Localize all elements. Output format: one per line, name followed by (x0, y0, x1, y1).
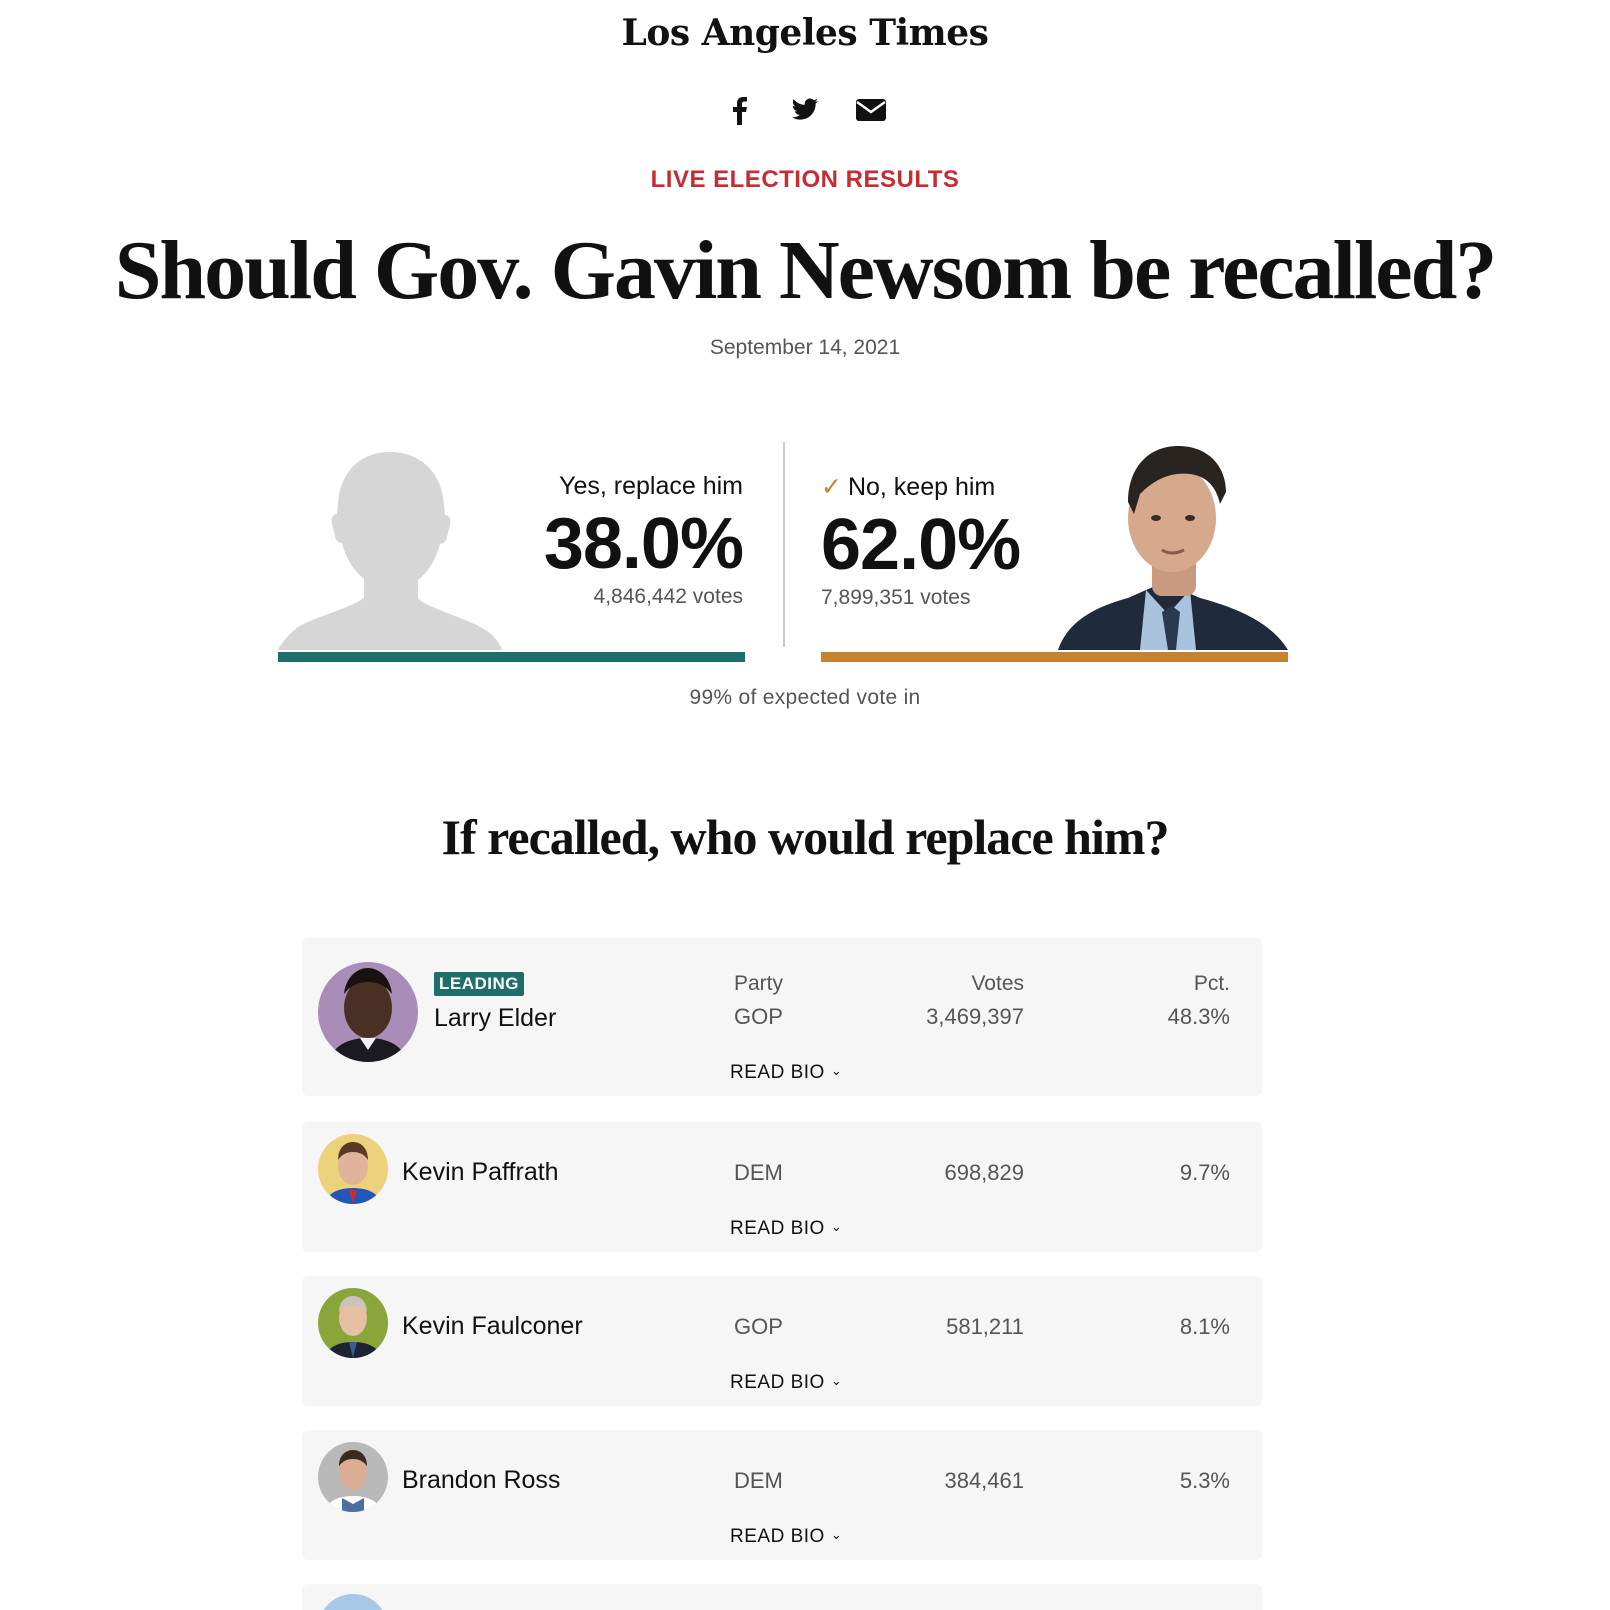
read-bio-button[interactable]: READ BIO ⌄ (730, 1526, 842, 1548)
candidate-card: Kevin Faulconer GOP 581,211 8.1% READ BI… (302, 1276, 1262, 1406)
candidate-name: Kevin Faulconer (402, 1312, 583, 1340)
recall-results: Yes, replace him 38.0% 4,846,442 votes ✓… (278, 440, 1288, 670)
yes-percent: 38.0% (543, 504, 744, 584)
read-bio-label: READ BIO (730, 1372, 825, 1393)
date-label: September 14, 2021 (709, 336, 901, 359)
no-votes: 7,899,351 votes (821, 586, 971, 609)
candidate-party: GOP (734, 1004, 783, 1029)
read-bio-button[interactable]: READ BIO ⌄ (730, 1218, 842, 1240)
twitter-icon[interactable] (787, 92, 823, 128)
pct-header: Pct. (1193, 972, 1230, 995)
candidate-party: DEM (734, 1468, 783, 1493)
candidate-card: LEADING Larry Elder Party Votes Pct. GOP… (302, 938, 1262, 1096)
candidate-party: DEM (734, 1160, 783, 1185)
avatar (318, 1594, 388, 1610)
votes-header: Votes (971, 972, 1024, 995)
no-percent: 62.0% (821, 505, 1021, 585)
candidate-card: Kevin Paffrath DEM 698,829 9.7% READ BIO… (302, 1122, 1262, 1252)
avatar (318, 1442, 388, 1512)
candidate-name: Brandon Ross (402, 1466, 561, 1494)
no-option: ✓ No, keep him 62.0% 7,899,351 votes (821, 472, 1021, 610)
read-bio-button[interactable]: READ BIO ⌄ (730, 1372, 842, 1394)
kicker-label: LIVE ELECTION RESULTS (650, 166, 960, 193)
candidate-pct: 5.3% (1179, 1468, 1230, 1493)
avatar (318, 1288, 388, 1358)
avatar (318, 1134, 388, 1204)
candidate-pct: 48.3% (1167, 1004, 1230, 1029)
newsom-photo (1058, 440, 1288, 650)
candidate-votes: 3,469,397 (926, 1004, 1024, 1029)
candidate-pct: 9.7% (1179, 1160, 1230, 1185)
yes-label: Yes, replace him (559, 472, 743, 500)
candidate-votes: 581,211 (946, 1314, 1024, 1339)
replace-heading: If recalled, who would replace him? (441, 809, 1169, 865)
share-bar (0, 92, 1610, 128)
read-bio-label: READ BIO (730, 1062, 825, 1083)
read-bio-label: READ BIO (730, 1218, 825, 1239)
read-bio-label: READ BIO (730, 1526, 825, 1547)
yes-bar (278, 652, 745, 662)
candidate-card: Brandon Ross DEM 384,461 5.3% READ BIO ⌄ (302, 1430, 1262, 1560)
chevron-down-icon: ⌄ (830, 1527, 843, 1542)
candidate-pct: 8.1% (1179, 1314, 1230, 1339)
page-title: Should Gov. Gavin Newsom be recalled? (114, 224, 1498, 317)
leading-badge: LEADING (434, 972, 524, 996)
candidate-votes: 698,829 (944, 1160, 1024, 1185)
party-header: Party (734, 972, 784, 995)
yes-votes: 4,846,442 votes (593, 585, 743, 608)
candidate-card (302, 1584, 1262, 1610)
candidate-name: Larry Elder (434, 1004, 557, 1032)
candidate-party: GOP (734, 1314, 783, 1339)
no-bar (821, 652, 1288, 662)
chevron-down-icon: ⌄ (830, 1063, 843, 1078)
candidate-votes: 384,461 (944, 1468, 1024, 1493)
check-icon: ✓ (821, 473, 842, 501)
no-label: No, keep him (847, 473, 996, 501)
divider (783, 442, 785, 647)
email-icon[interactable] (853, 92, 889, 128)
expected-vote-label: 99% of expected vote in (689, 686, 921, 709)
yes-option: Yes, replace him 38.0% 4,846,442 votes (543, 472, 744, 609)
masthead-logo[interactable]: Los Angeles Times (621, 12, 989, 54)
chevron-down-icon: ⌄ (830, 1219, 843, 1234)
candidate-name: Kevin Paffrath (402, 1158, 559, 1186)
silhouette-icon (278, 450, 508, 650)
chevron-down-icon: ⌄ (830, 1373, 843, 1388)
read-bio-button[interactable]: READ BIO ⌄ (730, 1062, 842, 1084)
facebook-icon[interactable] (721, 92, 757, 128)
avatar (318, 962, 418, 1062)
no-label-row: ✓ No, keep him (821, 472, 1020, 502)
